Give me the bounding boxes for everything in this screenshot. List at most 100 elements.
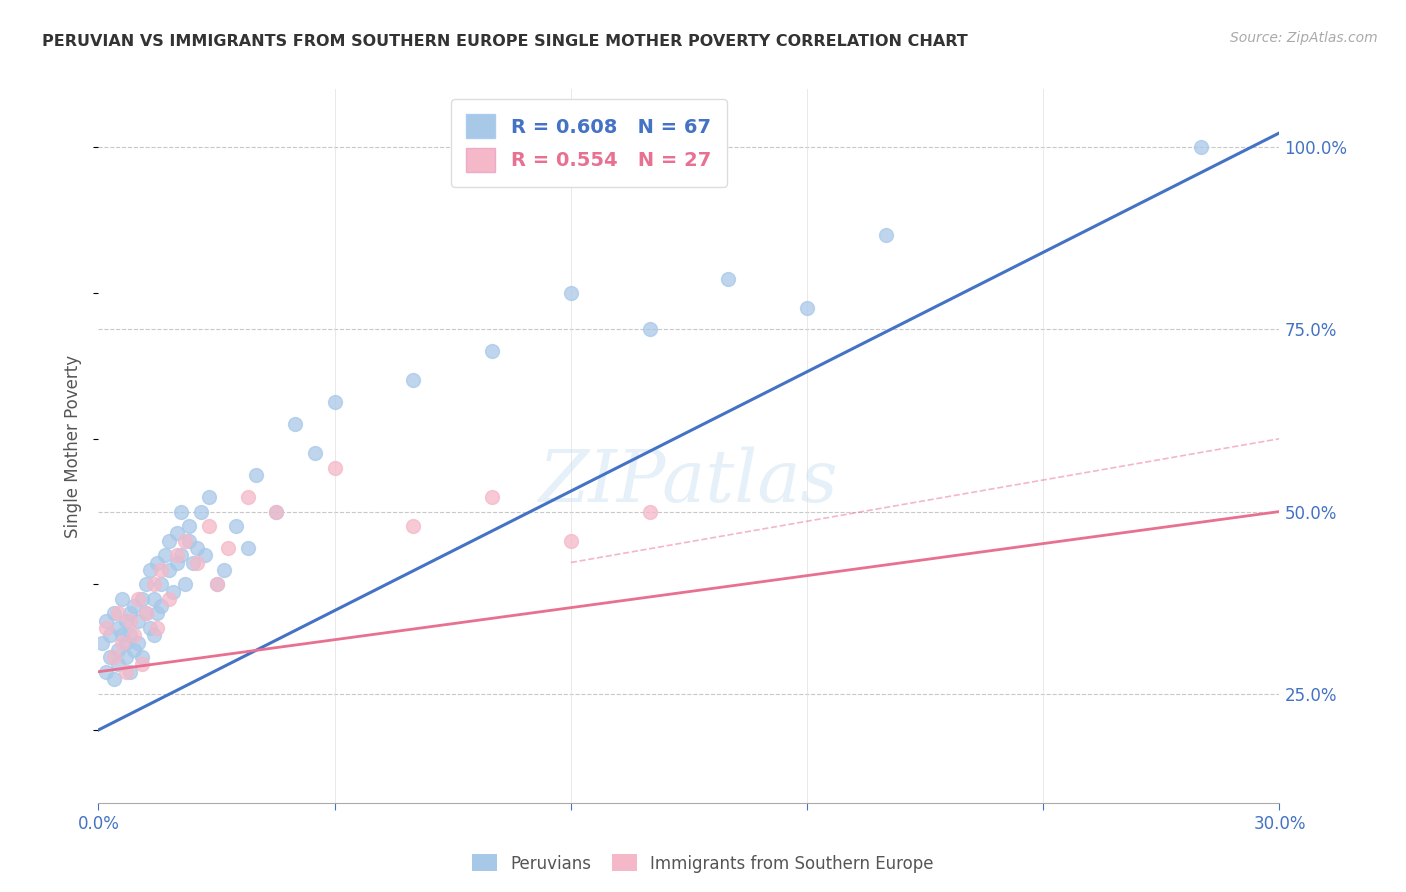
Point [107,657,129,672]
Point [131,650,153,665]
Point [181,556,204,570]
Point [111,591,134,606]
Point [142,591,165,606]
Point [155,548,177,562]
Point [481,490,503,504]
Point [402,519,425,533]
Point [166,526,188,541]
Point [135,577,157,591]
Point [91,635,114,649]
Point [103,672,125,686]
Point [107,643,129,657]
Point [146,556,169,570]
Point [186,541,208,555]
Point [150,563,173,577]
Point [560,533,582,548]
Point [264,504,287,518]
Point [111,635,134,649]
Point [127,591,149,606]
Point [146,621,169,635]
Point [131,657,153,672]
Point [560,286,582,301]
Point [96,621,118,635]
Point [197,490,219,504]
Point [304,446,326,460]
Point [245,468,267,483]
Point [96,614,118,628]
Point [142,628,165,642]
Point [115,635,138,649]
Point [197,519,219,533]
Point [177,519,200,533]
Point [157,563,180,577]
Point [174,577,197,591]
Legend: Peruvians, Immigrants from Southern Europe: Peruvians, Immigrants from Southern Euro… [465,847,941,880]
Point [122,628,145,642]
Point [284,417,307,432]
Point [118,614,141,628]
Point [138,621,160,635]
Point [115,665,138,679]
Point [264,504,287,518]
Text: PERUVIAN VS IMMIGRANTS FROM SOUTHERN EUROPE SINGLE MOTHER POVERTY CORRELATION CH: PERUVIAN VS IMMIGRANTS FROM SOUTHERN EUR… [42,34,967,49]
Point [157,533,180,548]
Point [174,533,197,548]
Point [225,519,247,533]
Point [107,621,129,635]
Point [166,556,188,570]
Point [127,614,149,628]
Point [323,395,346,409]
Point [323,460,346,475]
Point [1189,140,1212,154]
Point [96,665,118,679]
Point [194,548,217,562]
Point [236,490,259,504]
Point [638,322,661,336]
Y-axis label: Single Mother Poverty: Single Mother Poverty [65,354,83,538]
Point [170,504,193,518]
Point [115,614,138,628]
Point [717,271,740,285]
Point [98,650,121,665]
Point [131,591,153,606]
Point [135,607,157,621]
Point [122,599,145,614]
Point [875,227,897,242]
Point [135,607,157,621]
Point [118,628,141,642]
Point [236,541,259,555]
Text: ZIPatlas: ZIPatlas [538,446,839,517]
Point [481,344,503,359]
Point [111,628,134,642]
Point [796,301,818,315]
Point [214,563,236,577]
Point [150,577,173,591]
Point [122,643,145,657]
Point [402,374,425,388]
Point [98,628,121,642]
Point [138,563,160,577]
Point [118,607,141,621]
Point [107,607,129,621]
Point [157,591,180,606]
Point [190,504,212,518]
Point [103,607,125,621]
Point [142,577,165,591]
Point [146,607,169,621]
Point [170,548,193,562]
Point [186,556,208,570]
Point [177,533,200,548]
Text: Source: ZipAtlas.com: Source: ZipAtlas.com [1230,31,1378,45]
Point [205,577,228,591]
Point [150,599,173,614]
Point [127,635,149,649]
Point [162,584,184,599]
Point [166,548,188,562]
Legend: R = 0.608   N = 67, R = 0.554   N = 27: R = 0.608 N = 67, R = 0.554 N = 27 [451,99,727,187]
Point [103,650,125,665]
Point [115,650,138,665]
Point [638,504,661,518]
Point [118,665,141,679]
Point [217,541,239,555]
Point [205,577,228,591]
